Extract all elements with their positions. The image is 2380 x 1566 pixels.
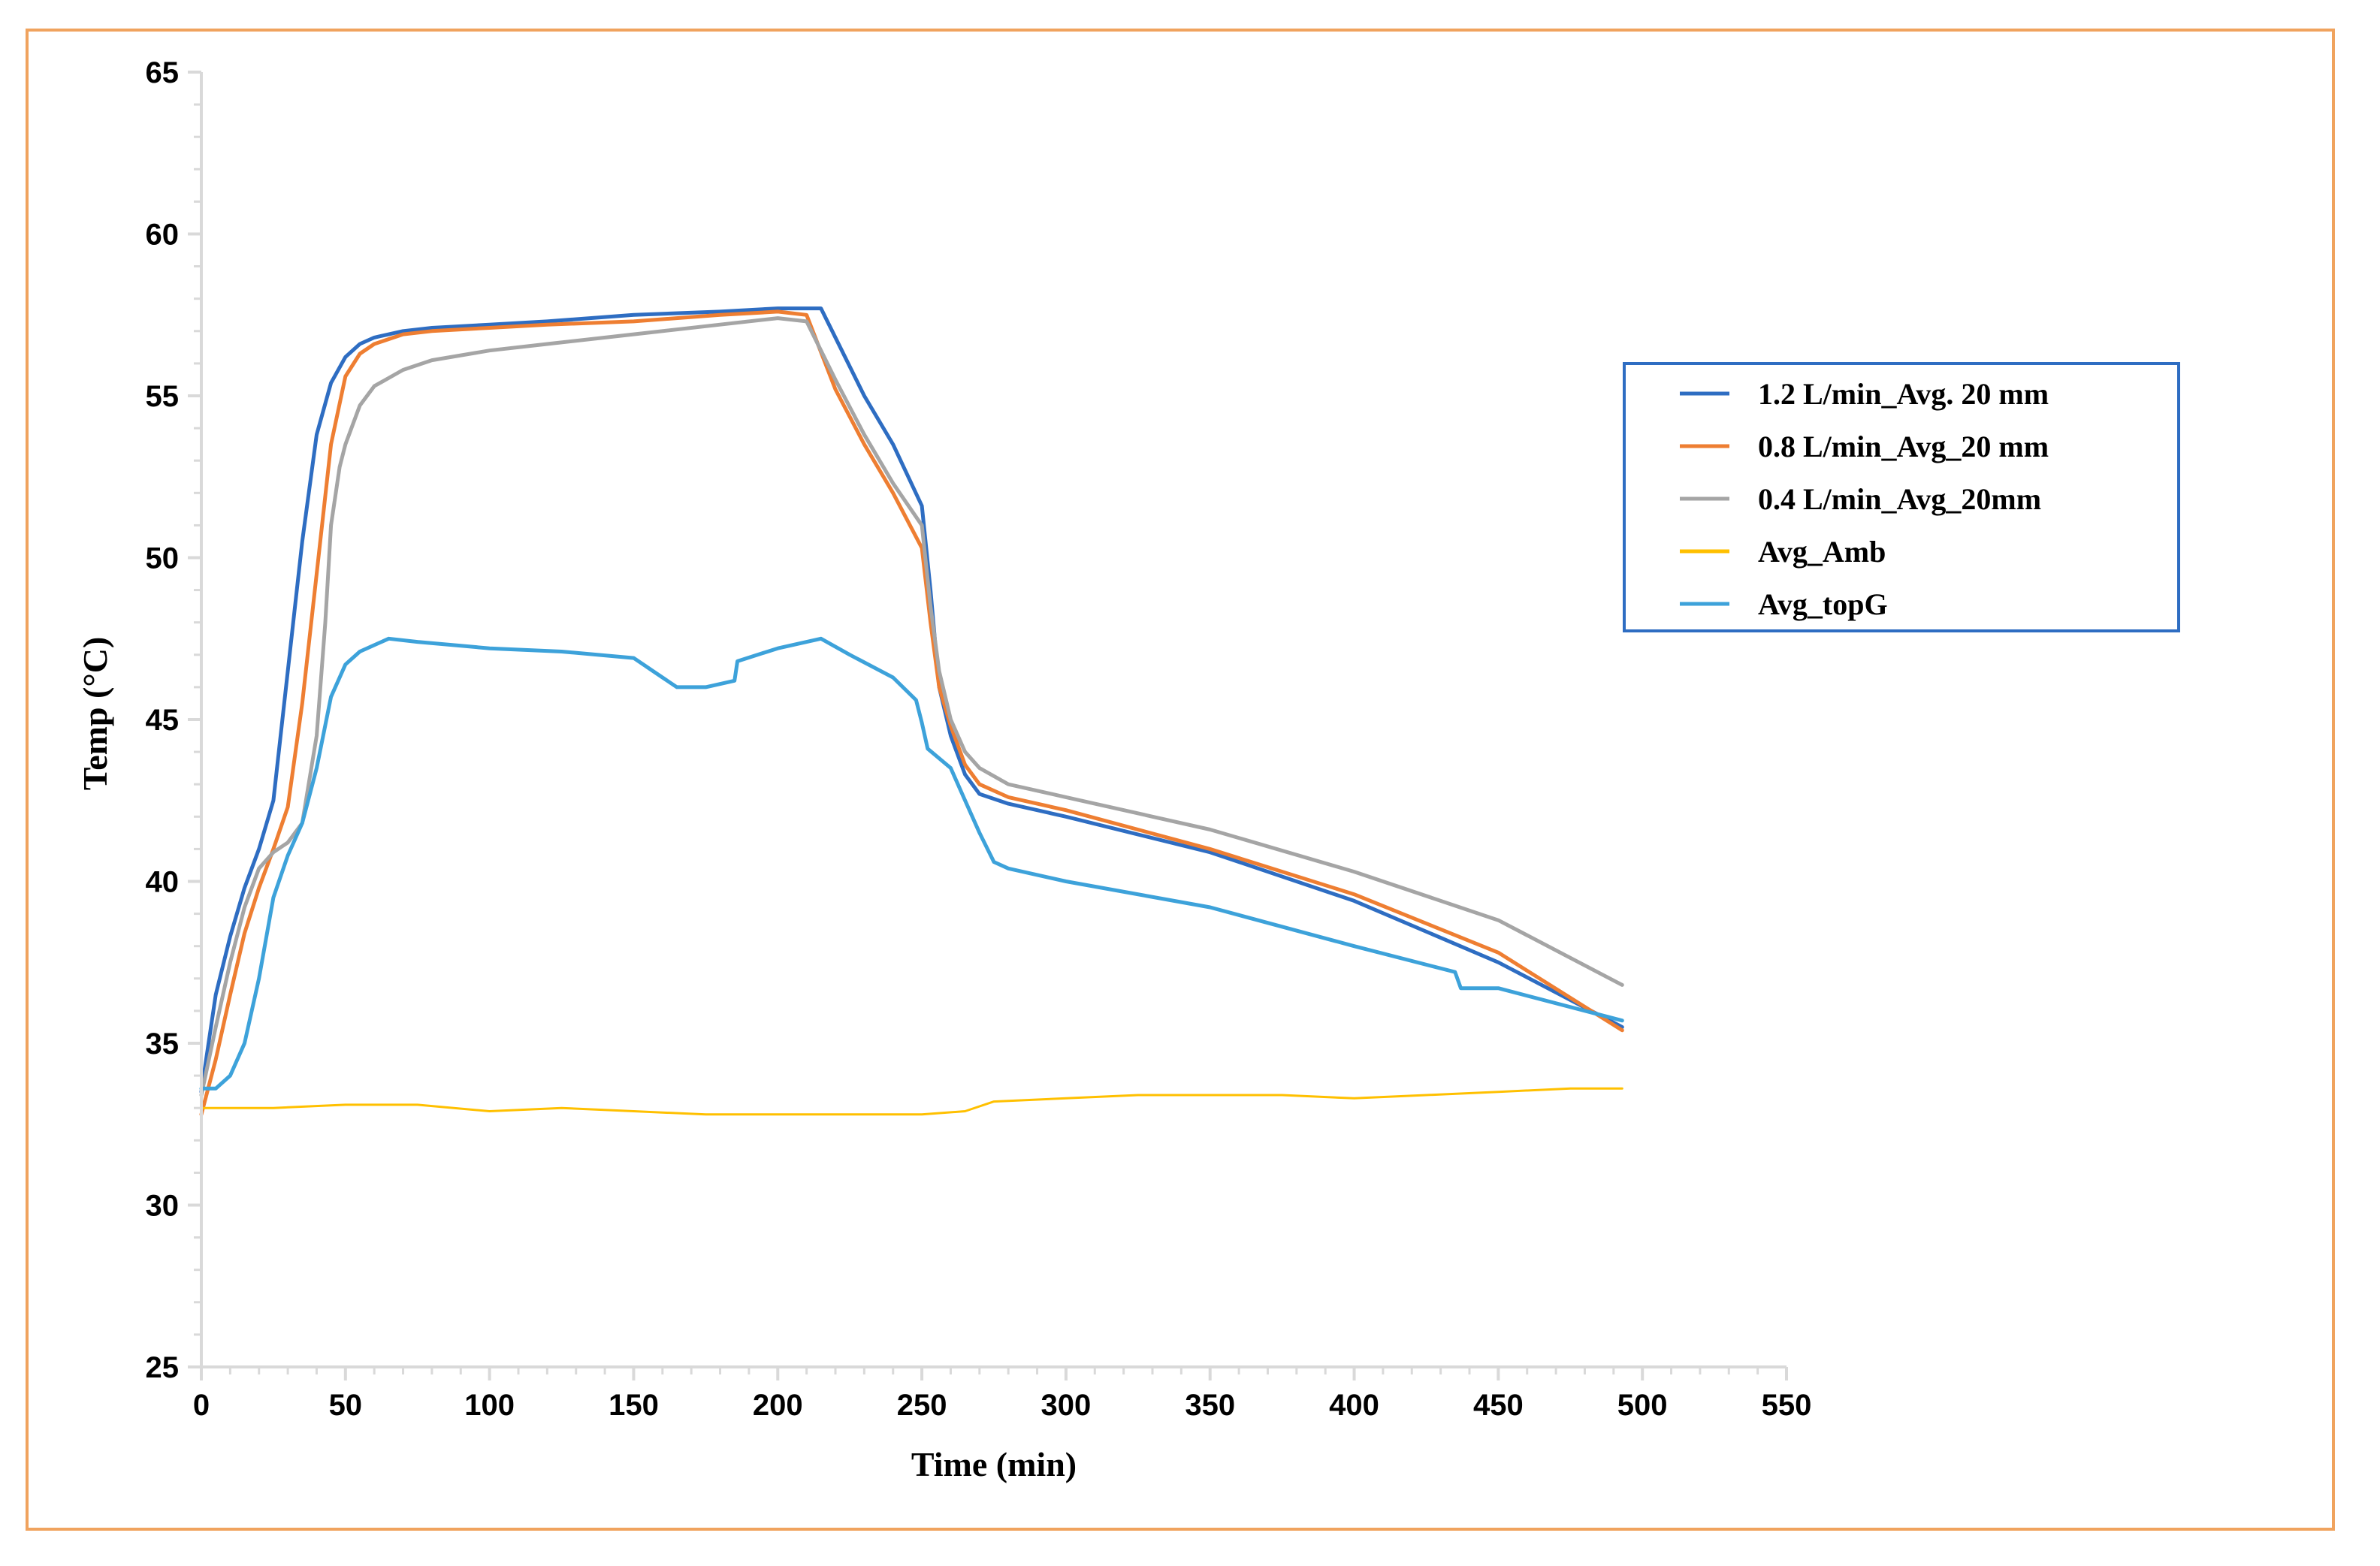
x-tick-label: 250 [897, 1389, 947, 1422]
axes [188, 71, 1788, 1380]
series-line-2 [199, 309, 1624, 1117]
legend: 1.2 L/min_Avg. 20 mm 0.8 L/min_Avg_20 mm 0… [1623, 362, 2180, 632]
x-tick-label: 300 [1041, 1389, 1092, 1422]
x-tick-label: 350 [1185, 1389, 1235, 1422]
y-tick-label: 55 [146, 380, 180, 413]
series-line-5 [199, 636, 1624, 1091]
legend-label: 0.8 L/min_Avg_20 mm [1758, 430, 2049, 463]
x-tick-label: 0 [193, 1389, 210, 1422]
x-tick-label: 150 [609, 1389, 659, 1422]
x-axis-title: Time (min) [911, 1445, 1077, 1483]
y-tick-label: 35 [146, 1027, 180, 1061]
y-axis-title: Temp (°C) [76, 637, 114, 791]
x-tick-label: 50 [329, 1389, 363, 1422]
y-tick-label: 40 [146, 866, 180, 899]
y-tick-label: 25 [146, 1351, 180, 1384]
y-tick-label: 30 [146, 1190, 180, 1223]
legend-label: Avg_Amb [1758, 535, 1886, 569]
x-tick-label: 200 [753, 1389, 803, 1422]
tick-labels: 25 30 35 40 45 50 55 60 65 0 50 100 150 200 250 300 350 4… [146, 56, 1812, 1422]
y-tick-label: 50 [146, 542, 180, 575]
legend-label: 1.2 L/min_Avg. 20 mm [1758, 377, 2049, 411]
legend-label: Avg_topG [1758, 587, 1888, 621]
x-tick-label: 450 [1473, 1389, 1524, 1422]
x-tick-label: 500 [1617, 1389, 1668, 1422]
series-line-3 [199, 316, 1624, 1097]
plot-lines [199, 306, 1624, 1117]
y-tick-label: 45 [146, 704, 180, 737]
y-tick-label: 65 [146, 56, 180, 89]
legend-label: 0.4 L/min_Avg_20mm [1758, 482, 2041, 516]
chart-frame [26, 29, 2335, 1531]
x-tick-label: 400 [1329, 1389, 1379, 1422]
series-line-4 [200, 1087, 1623, 1116]
series-line-1 [199, 306, 1624, 1094]
y-tick-label: 60 [146, 219, 180, 252]
x-tick-label: 550 [1762, 1389, 1812, 1422]
x-tick-label: 100 [464, 1389, 515, 1422]
